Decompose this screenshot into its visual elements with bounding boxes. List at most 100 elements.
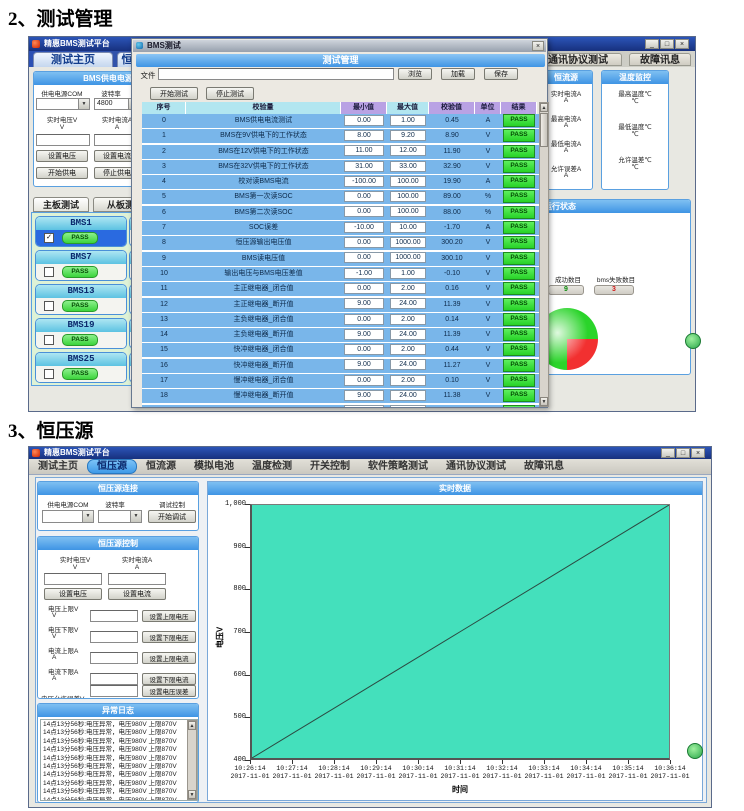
minimize-button[interactable]: _ xyxy=(645,39,659,49)
table-row[interactable]: 18 慢冲继电器_断开值 9.00 24.00 11.38 V PASS xyxy=(142,389,539,404)
scroll-down-icon[interactable]: ▼ xyxy=(188,790,196,799)
checkbox[interactable] xyxy=(44,369,54,379)
limit-input[interactable] xyxy=(90,652,138,664)
column-header-3[interactable]: 最大值 xyxy=(387,102,429,114)
window2-titlebar[interactable]: 精惠BMS测试平台 xyxy=(29,447,711,459)
set-voltage-tolerance-button[interactable]: 设置电压误差 xyxy=(142,685,196,697)
limit-input[interactable] xyxy=(90,673,138,685)
power-com-select[interactable]: ▼ xyxy=(36,98,90,110)
side-pull-handle[interactable] xyxy=(687,743,703,759)
tab-9[interactable]: 故障讯息 xyxy=(524,461,564,472)
table-row[interactable]: 6 BMS第二次读SOC 0.00 100.00 88.00% PASS xyxy=(142,205,539,220)
table-scrollbar[interactable]: ▲ ▼ xyxy=(539,102,549,407)
stop-supply-button[interactable]: 停止供电 xyxy=(94,167,140,179)
chevron-down-icon[interactable]: ▼ xyxy=(130,511,141,522)
start-debug-button[interactable]: 开始调试 xyxy=(148,510,196,523)
file-path-input[interactable] xyxy=(158,68,394,80)
tab-8[interactable]: 通讯协议测试 xyxy=(446,461,506,472)
column-header-2[interactable]: 最小值 xyxy=(341,102,387,114)
scroll-up-icon[interactable]: ▲ xyxy=(540,103,548,112)
table-row[interactable]: 13 主负继电器_闭合值 0.00 2.00 0.14 V PASS xyxy=(142,312,539,327)
start-supply-button[interactable]: 开始供电 xyxy=(36,167,88,179)
tab-1[interactable]: 测试主页 xyxy=(38,461,78,472)
tab-main-board-test[interactable]: 主板测试 xyxy=(33,197,89,212)
table-row[interactable]: 0 BMS供电电流测试 0.00 1.00 0.45 A PASS xyxy=(142,114,539,128)
stop-test-button[interactable]: 停止测试 xyxy=(206,87,254,100)
tab-3[interactable]: 恒流源 xyxy=(146,461,176,472)
chevron-down-icon[interactable]: ▼ xyxy=(82,511,93,522)
checkbox[interactable]: ✓ xyxy=(44,233,54,243)
maximize-button[interactable]: □ xyxy=(676,448,690,458)
maximize-button[interactable]: □ xyxy=(660,39,674,49)
table-row[interactable]: 14 主负继电器_断开值 9.00 24.00 11.39 V PASS xyxy=(142,328,539,343)
limit-set-button[interactable]: 设置下限电压 xyxy=(142,631,196,643)
chevron-down-icon[interactable]: ▼ xyxy=(78,99,89,109)
close-button[interactable]: × xyxy=(691,448,705,458)
browse-button[interactable]: 浏览 xyxy=(398,68,432,80)
set-current-button[interactable]: 设置电流 xyxy=(108,588,166,600)
set-voltage-button[interactable]: 设置电压 xyxy=(36,150,88,162)
limit-input[interactable] xyxy=(90,610,138,622)
limit-set-button[interactable]: 设置上限电流 xyxy=(142,652,196,664)
error-log-list[interactable]: 14点13分56秒:电压异常，电压980V 上限870V 14点13分56秒:电压… xyxy=(43,721,187,800)
table-row[interactable]: 5 BMS第一次读SOC 0.00 100.00 89.00% PASS xyxy=(142,190,539,205)
table-row[interactable]: 15 快冲继电器_闭合值 0.00 2.00 0.44 V PASS xyxy=(142,343,539,358)
com-select[interactable]: ▼ xyxy=(42,510,94,523)
tab-4[interactable]: 模拟电池 xyxy=(194,461,234,472)
tab-fault-info[interactable]: 故障讯息 xyxy=(629,53,691,66)
column-header-5[interactable]: 单位 xyxy=(475,102,501,114)
tab-7[interactable]: 软件策略测试 xyxy=(368,461,428,472)
table-row[interactable]: 9 BMS读电压值 0.00 1000.00 300.10 V PASS xyxy=(142,251,539,266)
column-header-4[interactable]: 校验值 xyxy=(429,102,475,114)
bms-item-BMS13[interactable]: BMS13 PASS xyxy=(35,284,127,315)
table-row[interactable]: 4 校对读BMS电流 -100.00 100.00 19.90 A PASS xyxy=(142,175,539,190)
dialog-close-button[interactable]: × xyxy=(532,41,544,51)
bms-item-BMS7[interactable]: BMS7 PASS xyxy=(35,250,127,281)
dialog-titlebar[interactable]: BMS测试 xyxy=(133,40,546,52)
checkbox[interactable] xyxy=(44,335,54,345)
scrollbar-thumb[interactable] xyxy=(540,113,548,147)
tab-test-home[interactable]: 测试主页 xyxy=(33,52,113,67)
rt-voltage-field[interactable] xyxy=(36,134,90,146)
table-row[interactable]: 17 慢冲继电器_闭合值 0.00 2.00 0.10 V PASS xyxy=(142,374,539,389)
scroll-down-icon[interactable]: ▼ xyxy=(540,397,548,406)
table-row[interactable]: 3 BMS在32V供电下的工作状态 31.00 33.00 32.90 V PASS xyxy=(142,159,539,174)
side-pull-handle[interactable] xyxy=(685,333,701,349)
table-row[interactable]: 2 BMS在12V供电下的工作状态 11.00 12.00 11.90 V PASS xyxy=(142,144,539,159)
column-header-1[interactable]: 校验量 xyxy=(186,102,341,114)
bms-item-BMS25[interactable]: BMS25 PASS xyxy=(35,352,127,383)
close-button[interactable]: × xyxy=(675,39,689,49)
minimize-button[interactable]: _ xyxy=(661,448,675,458)
log-scrollbar[interactable]: ▲ ▼ xyxy=(187,720,197,800)
column-header-6[interactable]: 结果 xyxy=(501,102,537,114)
voltage-tolerance-field[interactable] xyxy=(90,685,138,697)
rt-current-field[interactable] xyxy=(108,573,166,585)
column-header-0[interactable]: 序号 xyxy=(142,102,186,114)
table-row[interactable]: 12 主正继电器_断开值 9.00 24.00 11.39 V PASS xyxy=(142,297,539,312)
tab-5[interactable]: 温度检测 xyxy=(252,461,292,472)
table-row[interactable]: 7 SOC误差 -10.00 10.00 -1.70 A PASS xyxy=(142,221,539,236)
tab-2[interactable]: 恒压源 xyxy=(87,459,137,474)
save-button[interactable]: 保存 xyxy=(484,68,518,80)
limit-input[interactable] xyxy=(90,631,138,643)
tab-comm-protocol-test[interactable]: 通讯协议测试 xyxy=(534,53,622,66)
bms-item-BMS1[interactable]: BMS1 ✓ PASS xyxy=(35,216,127,247)
load-button[interactable]: 加载 xyxy=(441,68,475,80)
scroll-up-icon[interactable]: ▲ xyxy=(188,721,196,730)
bms-item-BMS19[interactable]: BMS19 PASS xyxy=(35,318,127,349)
checkbox[interactable] xyxy=(44,267,54,277)
limit-set-button[interactable]: 设置上限电压 xyxy=(142,610,196,622)
table-row[interactable]: 8 恒压源输出电压值 0.00 1000.00 300.20 V PASS xyxy=(142,236,539,251)
table-row[interactable]: 16 快冲继电器_断开值 9.00 24.00 11.27 V PASS xyxy=(142,358,539,373)
start-test-button[interactable]: 开始测试 xyxy=(150,87,198,100)
checkbox[interactable] xyxy=(44,301,54,311)
set-voltage-button[interactable]: 设置电压 xyxy=(44,588,102,600)
tab-6[interactable]: 开关控制 xyxy=(310,461,350,472)
table-row[interactable]: 1 BMS在9V供电下的工作状态 8.00 9.20 8.90 V PASS xyxy=(142,129,539,144)
rt-current-field[interactable] xyxy=(94,134,140,146)
table-row[interactable]: 10 输出电压与BMS电压差值 -1.00 1.00 -0.10 V PASS xyxy=(142,266,539,281)
table-row[interactable]: 11 主正继电器_闭合值 0.00 2.00 0.16 V PASS xyxy=(142,282,539,297)
limit-set-button[interactable]: 设置下限电流 xyxy=(142,673,196,685)
baud-select[interactable]: ▼ xyxy=(98,510,142,523)
